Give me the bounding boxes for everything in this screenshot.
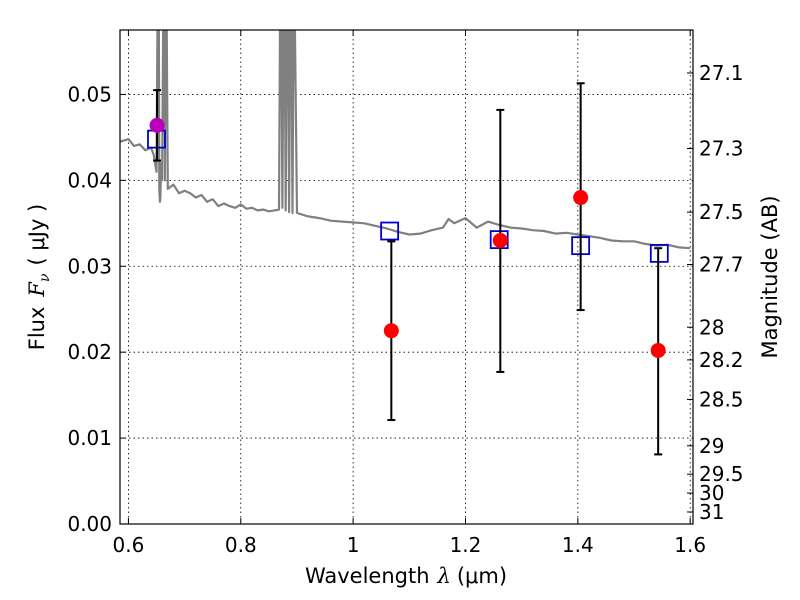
model-point-square (649, 243, 669, 263)
x-tick-label: 1 (347, 533, 360, 557)
plot-frame (119, 29, 694, 525)
observed-point-circle (492, 232, 508, 248)
y2-tick-label: 31 (699, 500, 724, 524)
y-axis-label: FluxFν( μJy ) (25, 204, 53, 350)
y-tick-label: 0.05 (67, 82, 112, 106)
y2-tick-label: 28 (699, 315, 724, 339)
y2-axis-label: Magnitude (AB) (758, 195, 782, 358)
x-tick-label: 1.6 (674, 533, 706, 557)
plot-area (120, 30, 691, 456)
x-tick-label: 1.2 (450, 533, 482, 557)
grid (120, 30, 693, 525)
y2-tick-label: 27.7 (699, 253, 744, 277)
y2-tick-label: 28.2 (699, 348, 744, 372)
y2-tick-label: 30 (699, 481, 724, 505)
model-point-square (380, 221, 400, 241)
model-spectrum-line (120, 30, 691, 250)
x-axis-label: Wavelength λ (μm) (305, 564, 507, 588)
x-tick-label: 1.4 (562, 533, 594, 557)
y2-tick-label: 29.5 (699, 462, 744, 486)
x-tick-label: 0.8 (225, 533, 257, 557)
observed-point-circle (650, 342, 666, 358)
y2-tick-label: 28.5 (699, 387, 744, 411)
y-tick-label: 0.02 (67, 340, 112, 364)
y2-tick-label: 27.1 (699, 61, 744, 85)
y2-tick-label: 27.5 (699, 200, 744, 224)
y-tick-label: 0.01 (67, 426, 112, 450)
ticks: 0.6 0.8 1 1.2 1.4 1.6 0.00 0.01 0.02 0.03 0.04 0.05… (67, 30, 744, 557)
y-tick-label: 0.03 (67, 254, 112, 278)
y-tick-label: 0.00 (67, 512, 112, 536)
x-tick-label: 0.6 (113, 533, 145, 557)
y2-tick-label: 27.3 (699, 137, 744, 161)
observed-point-circle (383, 323, 399, 339)
observed-point-circle (573, 190, 589, 206)
y-tick-label: 0.04 (67, 168, 112, 192)
observed-point-circle (149, 117, 165, 133)
y2-tick-label: 29 (699, 434, 724, 458)
